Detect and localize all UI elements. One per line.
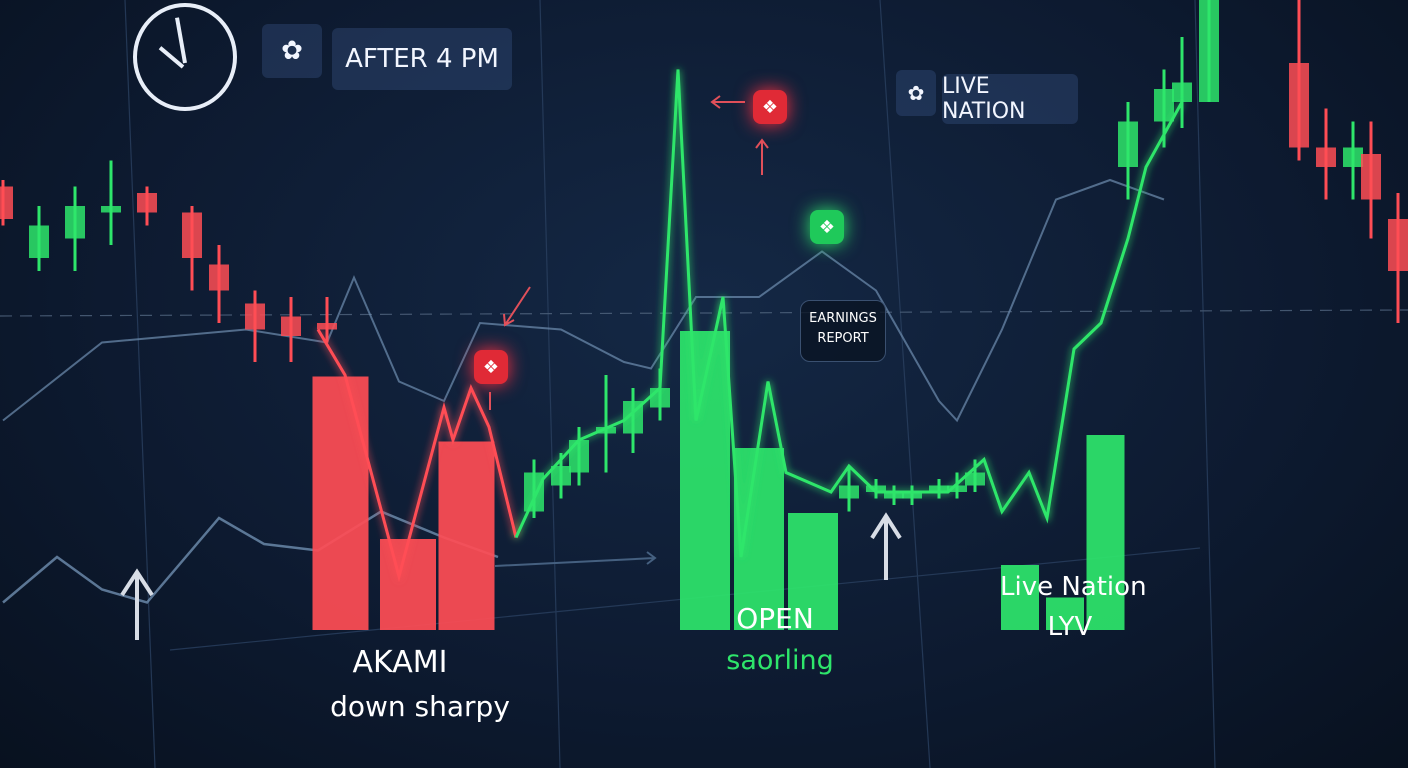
arrow-up-icon (870, 512, 902, 580)
candlestick (596, 375, 616, 473)
candlestick (1118, 102, 1138, 200)
gear-icon[interactable]: ✿ (896, 70, 936, 116)
arrow-up-icon (120, 568, 154, 640)
clock-icon (133, 3, 237, 111)
open-name: OPEN (736, 602, 814, 635)
volume-bar (1086, 435, 1125, 630)
candlestick (65, 186, 85, 271)
candlestick (569, 427, 589, 486)
moving-average-line (2, 178, 1165, 423)
candlestick (902, 485, 922, 505)
candlestick (839, 466, 859, 512)
candlestick (1172, 37, 1192, 128)
candlestick (101, 160, 121, 245)
candlestick (1289, 0, 1309, 161)
pointer-arrows (489, 95, 769, 567)
candlestick (29, 206, 49, 271)
lyv-ticker: LYV (1047, 612, 1093, 642)
candlestick (884, 485, 904, 505)
candlestick (866, 479, 886, 499)
candlestick (1361, 121, 1381, 239)
volume-bar (438, 441, 495, 630)
after-hours-label: AFTER 4 PM (332, 28, 512, 90)
candlestick (929, 479, 949, 499)
akami-name: AKAMI (352, 645, 448, 680)
candlestick (965, 459, 985, 492)
candlestick (245, 290, 265, 362)
volume-bar (788, 513, 838, 630)
candlestick (209, 245, 229, 323)
gear-icon[interactable]: ✿ (262, 24, 322, 78)
up-badge-icon[interactable]: ❖ (810, 210, 844, 244)
earnings-report-label: EARNINGS REPORT (800, 300, 886, 362)
candlestick (1343, 121, 1363, 200)
lyv-name: Live Nation (1000, 572, 1147, 602)
candlestick (1388, 193, 1408, 323)
volume-bar (1001, 565, 1039, 630)
volume-bar (380, 539, 436, 630)
volume-bar (312, 376, 369, 630)
candlestick (0, 180, 13, 226)
ticker-label: LIVE NATION (942, 74, 1078, 124)
candlestick (281, 297, 301, 362)
akami-note: down sharpy (330, 690, 510, 723)
volume-bar (1046, 597, 1084, 630)
candlestick (317, 297, 337, 343)
price-line-down (316, 328, 518, 583)
candlestick (182, 206, 202, 291)
candlestick (1316, 108, 1336, 200)
candlestick (137, 186, 157, 226)
candlestick (524, 459, 544, 518)
candlestick (1199, 0, 1219, 102)
alert-badge-icon[interactable]: ❖ (753, 90, 787, 124)
alert-badge-icon[interactable]: ❖ (474, 350, 508, 384)
price-line-up (514, 69, 1184, 558)
open-note: saorling (726, 645, 834, 676)
